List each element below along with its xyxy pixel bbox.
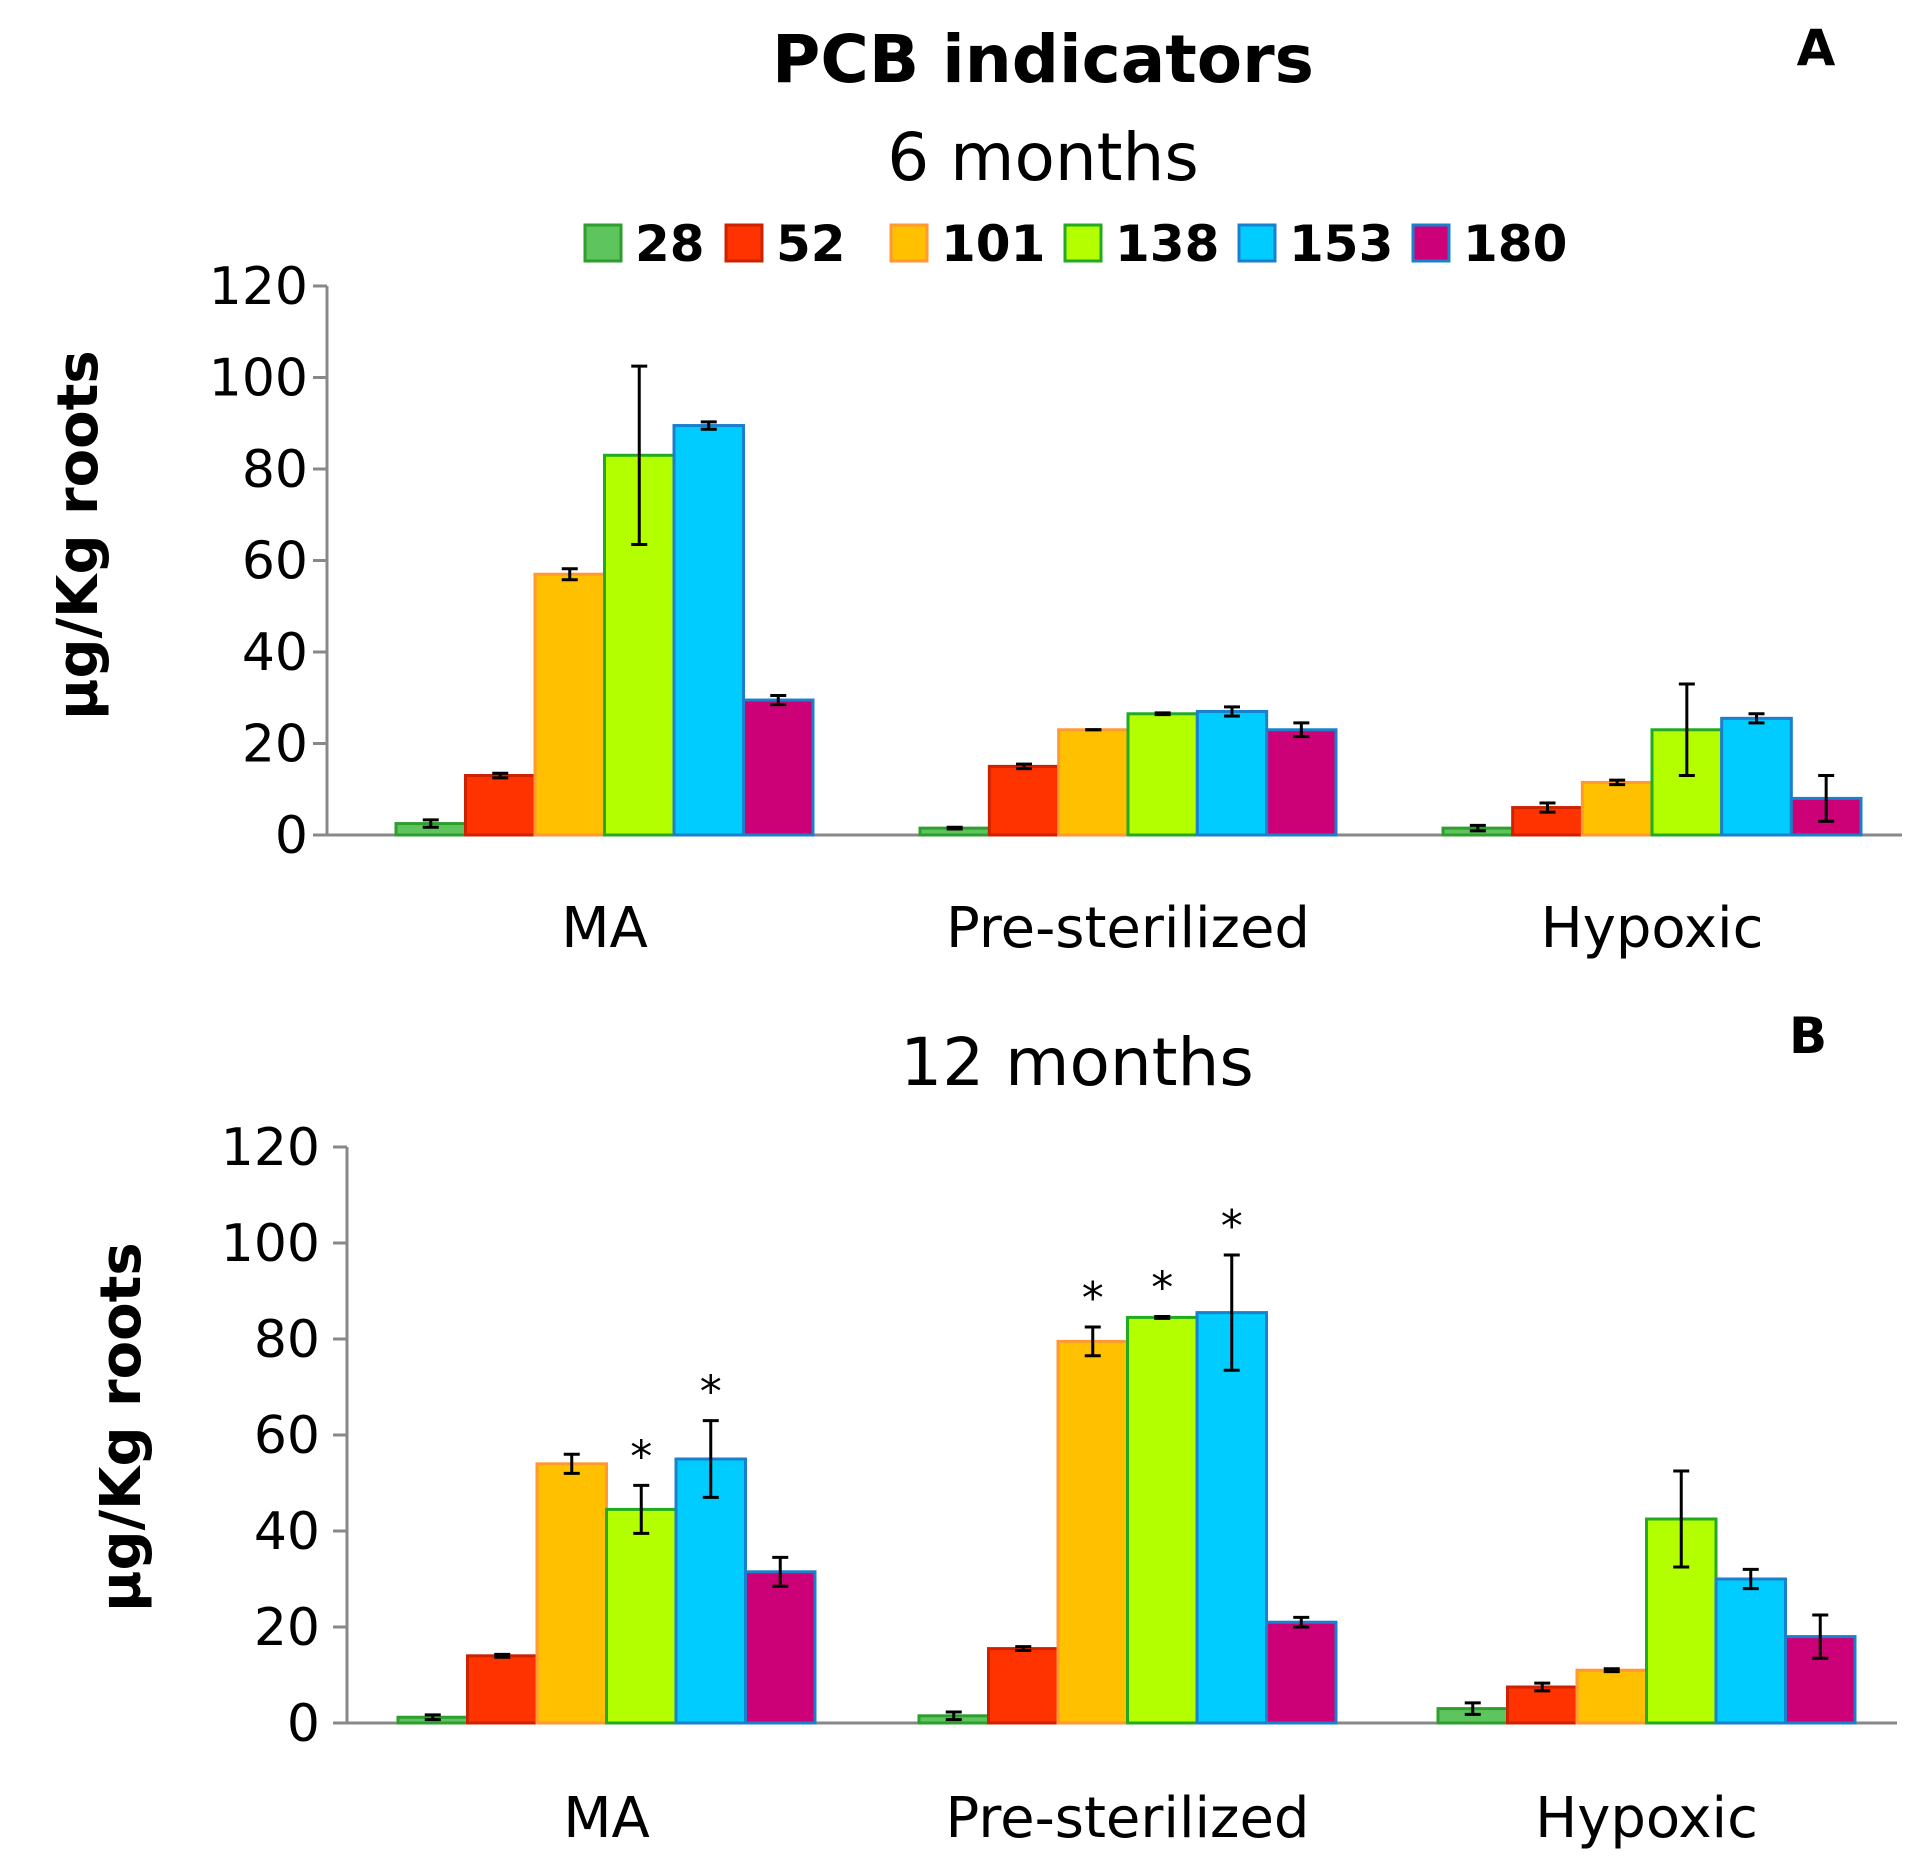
panel-b-plot: 0 20 40 60 80 100 120 MA * * Pre-sterilized * * * Hypo… bbox=[221, 1118, 1897, 1851]
panel-a-plot: 0 20 40 60 80 100 120 MA Pre-sterilized Hypoxic bbox=[209, 257, 1902, 961]
panel-b-y-tick-label: 120 bbox=[221, 1118, 320, 1178]
panel-b-y-tick-label: 60 bbox=[254, 1406, 320, 1466]
panel-b-y-tick-label: 80 bbox=[254, 1310, 320, 1370]
panel-a-bar-52 bbox=[987, 764, 1061, 837]
panel-a-bar-180 bbox=[742, 698, 815, 837]
legend-label-180: 180 bbox=[1463, 215, 1567, 273]
panel-b-bar-153 bbox=[1714, 1577, 1787, 1725]
panel-a-y-tick-label: 60 bbox=[242, 532, 308, 592]
panel-a-category-label: Pre-sterilized bbox=[946, 896, 1310, 961]
legend-swatch-180 bbox=[1411, 223, 1451, 263]
legend-swatch-153 bbox=[1237, 223, 1277, 263]
panel-a-y-tick-label: 80 bbox=[242, 440, 308, 500]
panel-b-category-label: Hypoxic bbox=[1535, 1786, 1758, 1851]
legend: 28 52 101 138 153 180 bbox=[583, 215, 1567, 273]
panel-b-y-tick-label: 100 bbox=[221, 1214, 320, 1274]
panel-a-bar-153 bbox=[1195, 709, 1269, 837]
legend-label-52: 52 bbox=[776, 215, 846, 273]
panel-a-y-tick-label: 0 bbox=[275, 806, 308, 866]
panel-b-bar-52 bbox=[987, 1647, 1060, 1725]
panel-b-significance-star: * bbox=[700, 1367, 722, 1418]
panel-b-bar-52 bbox=[466, 1654, 539, 1725]
panel-a-label: A bbox=[1797, 19, 1836, 77]
panel-a-bar-153 bbox=[1720, 716, 1793, 837]
panel-a-y-tick-label: 120 bbox=[209, 257, 308, 317]
panel-b-bar-180 bbox=[1265, 1620, 1338, 1725]
panel-a-bar-101 bbox=[533, 572, 606, 837]
panel-a-subtitle: 6 months bbox=[887, 119, 1199, 196]
panel-b-bar-101 bbox=[1056, 1339, 1129, 1725]
legend-label-153: 153 bbox=[1289, 215, 1393, 273]
legend-swatch-28 bbox=[583, 223, 623, 263]
panel-a-bar-138 bbox=[1126, 712, 1199, 837]
panel-a-category-label: MA bbox=[561, 896, 648, 961]
panel-b-significance-star: * bbox=[1221, 1201, 1243, 1252]
panel-b-category-label: MA bbox=[563, 1786, 650, 1851]
panel-b-bar-180 bbox=[744, 1570, 817, 1725]
panel-a-y-tick-label: 20 bbox=[242, 715, 308, 775]
panel-a-category-label: Hypoxic bbox=[1541, 896, 1764, 961]
panel-b-y-tick-label: 20 bbox=[254, 1598, 320, 1658]
panel-a-bar-52 bbox=[464, 774, 537, 837]
panel-b-category-label: Pre-sterilized bbox=[946, 1786, 1310, 1851]
legend-label-138: 138 bbox=[1115, 215, 1219, 273]
panel-b-bar-101 bbox=[1575, 1668, 1648, 1725]
panel-b-bar-101 bbox=[535, 1462, 608, 1725]
panel-b-bar-52 bbox=[1506, 1685, 1579, 1725]
legend-label-28: 28 bbox=[635, 215, 705, 273]
panel-b-y-axis-label: µg/Kg roots bbox=[89, 1242, 154, 1611]
panel-b-y-tick-label: 40 bbox=[254, 1502, 320, 1562]
legend-swatch-101 bbox=[889, 223, 929, 263]
panel-a-y-tick-label: 100 bbox=[209, 349, 308, 409]
legend-swatch-52 bbox=[724, 223, 764, 263]
panel-b-bar-138 bbox=[1126, 1315, 1199, 1725]
panel-b-subtitle: 12 months bbox=[900, 1024, 1254, 1101]
legend-swatch-138 bbox=[1063, 223, 1103, 263]
panel-b-significance-star: * bbox=[1082, 1273, 1104, 1324]
panel-b-y-tick-label: 0 bbox=[287, 1694, 320, 1754]
panel-b-significance-star: * bbox=[630, 1431, 652, 1482]
chart-title: PCB indicators bbox=[772, 21, 1314, 98]
panel-a-y-axis-label: µg/Kg roots bbox=[46, 350, 111, 719]
panel-a-bar-101 bbox=[1057, 728, 1130, 837]
panel-a-bar-153 bbox=[672, 424, 745, 837]
panel-b-bar-153 bbox=[1195, 1311, 1268, 1725]
panel-b-significance-star: * bbox=[1151, 1262, 1173, 1313]
panel-b-bar-138 bbox=[605, 1507, 678, 1725]
legend-label-101: 101 bbox=[941, 215, 1045, 273]
panel-a-bar-180 bbox=[1265, 728, 1338, 837]
panel-a-y-tick-label: 40 bbox=[242, 623, 308, 683]
panel-b-label: B bbox=[1789, 1007, 1827, 1065]
panel-a-bar-101 bbox=[1580, 780, 1654, 837]
